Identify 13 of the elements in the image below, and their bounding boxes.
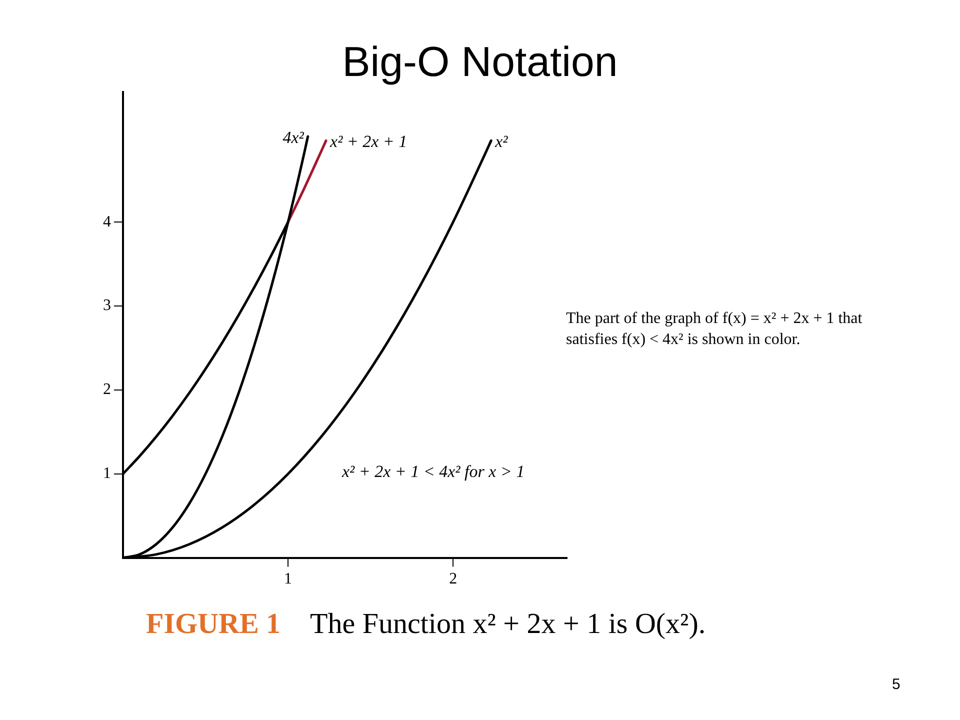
text: 5 bbox=[892, 676, 900, 693]
y-tick-label: 1 bbox=[103, 465, 111, 482]
annotation: The part of the graph of f(x) = x² + 2x + 1 that satisfies f(x) < 4x² is shown in color. bbox=[566, 309, 864, 350]
y-tick-label: 4 bbox=[103, 213, 111, 230]
series-label: x² + 2x + 1 bbox=[329, 132, 408, 152]
series-label: x² bbox=[494, 132, 509, 152]
y-tick-label: 3 bbox=[103, 297, 111, 314]
series-label: 4x² bbox=[282, 128, 305, 147]
chart-title: Big-O Notation bbox=[341, 38, 619, 86]
caption: FIGURE 1 bbox=[146, 608, 281, 641]
y-tick-label: 2 bbox=[103, 381, 111, 398]
annotation: x² + 2x + 1 < 4x² for x > 1 bbox=[342, 462, 525, 482]
text: The Function x² + 2x + 1 is O(x²). bbox=[310, 608, 706, 641]
